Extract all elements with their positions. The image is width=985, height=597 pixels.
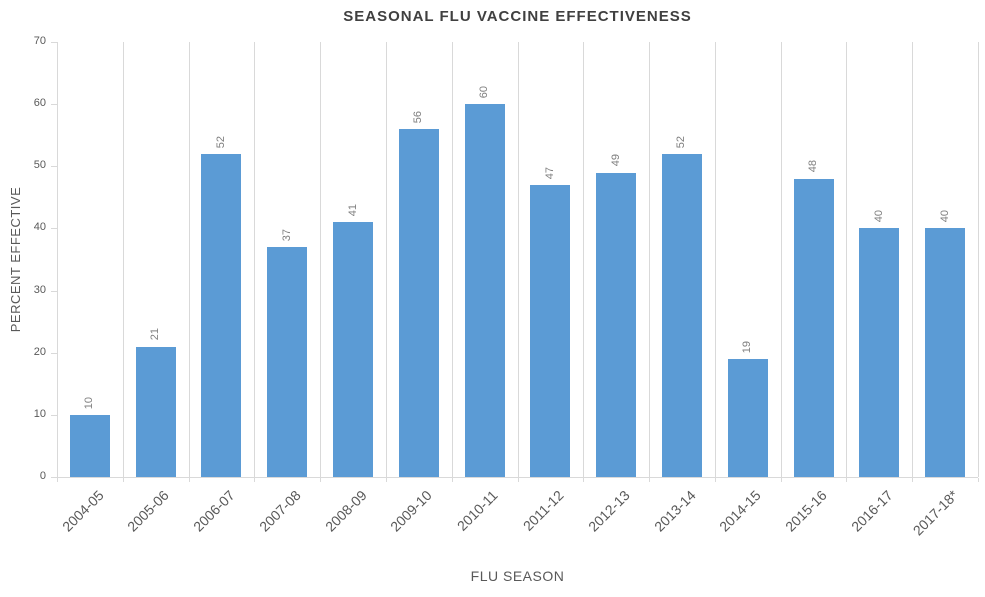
category-gridline (583, 42, 585, 477)
y-axis-tick (51, 414, 57, 416)
bar-value-label: 37 (280, 228, 293, 242)
y-axis-tick (51, 104, 57, 106)
category-gridline (978, 42, 979, 477)
category-gridline (254, 42, 256, 477)
bar-2013-14 (661, 153, 702, 477)
category-gridline (188, 42, 190, 477)
bar-2015-16 (793, 178, 834, 477)
bar-value-label: 10 (83, 396, 96, 409)
category-gridline (912, 42, 914, 477)
y-tick-label: 20 (33, 345, 46, 358)
category-gridline (517, 42, 519, 477)
x-axis-tick (780, 478, 782, 482)
bar-value-label: 48 (807, 160, 820, 173)
bar-2016-17 (859, 228, 900, 477)
x-tick-label-2012-13: 2012-13 (584, 487, 633, 535)
x-tick-label-2004-05: 2004-05 (58, 487, 107, 535)
x-axis-tick (254, 478, 256, 482)
bar-value-label: 40 (872, 210, 885, 223)
x-tick-label-2013-14: 2013-14 (650, 487, 699, 535)
x-axis-tick (714, 478, 716, 482)
y-axis-tick (51, 228, 57, 230)
x-axis-tick (451, 478, 453, 482)
bar-value-label: 52 (675, 135, 688, 148)
x-axis-tick (978, 478, 979, 482)
y-tick-label: 40 (33, 221, 46, 234)
x-tick-label-2006-07: 2006-07 (190, 487, 238, 535)
bar-2007-08 (267, 247, 308, 477)
bar-value-label: 21 (149, 328, 162, 341)
bar-2017-18* (925, 228, 966, 477)
category-gridline (385, 42, 387, 477)
bar-value-label: 49 (609, 154, 622, 167)
bar-value-label: 52 (214, 135, 227, 148)
x-tick-label-2015-16: 2015-16 (782, 487, 830, 535)
x-axis-tick (188, 478, 190, 482)
y-axis-tick (51, 166, 57, 168)
x-axis-tick (517, 478, 519, 482)
x-tick-label-2007-08: 2007-08 (255, 487, 304, 535)
bar-2010-11 (464, 104, 505, 477)
x-tick-label-2005-06: 2005-06 (124, 487, 173, 535)
y-tick-label: 0 (39, 470, 46, 482)
bar-value-label: 19 (741, 340, 754, 353)
x-tick-label-2017-18*: 2017-18* (909, 487, 962, 539)
x-tick-label-2016-17: 2016-17 (847, 487, 896, 535)
chart-title: SEASONAL FLU VACCINE EFFECTIVENESS (343, 8, 692, 25)
category-gridline (320, 42, 322, 477)
x-axis-tick (320, 478, 322, 482)
category-gridline (451, 42, 453, 477)
bar-2006-07 (201, 153, 242, 477)
category-gridline (846, 42, 848, 477)
plot-area: 10 21 52 37 41 56 60 47 49 52 19 48 40 40 (51, 42, 979, 482)
y-tick-label: 30 (33, 283, 46, 296)
y-tick-label: 60 (33, 97, 46, 110)
x-axis-tick (649, 478, 651, 482)
bar-2011-12 (530, 184, 571, 477)
bar-2004-05 (69, 414, 110, 477)
bar-value-label: 47 (543, 166, 556, 179)
y-tick-label: 50 (33, 159, 46, 172)
y-axis-tick (51, 352, 57, 354)
x-tick-label-2009-10: 2009-10 (387, 487, 436, 535)
y-axis-tick (51, 42, 57, 43)
y-axis-tick (51, 290, 57, 292)
x-axis-tick (912, 478, 914, 482)
category-gridline (780, 42, 782, 477)
x-axis-tick (583, 478, 585, 482)
x-axis-tick (122, 478, 124, 482)
x-axis-tick (57, 478, 58, 482)
category-gridline (649, 42, 651, 477)
bar-value-label: 41 (346, 203, 359, 217)
x-tick-label-2011-12: 2011-12 (519, 487, 567, 534)
bar-2005-06 (135, 346, 176, 477)
bar-value-label: 56 (412, 110, 425, 123)
y-tick-label: 10 (33, 407, 46, 420)
x-axis-title: FLU SEASON (470, 568, 565, 584)
bar-2008-09 (333, 222, 374, 477)
category-gridline (122, 42, 124, 477)
x-axis-tick (385, 478, 387, 482)
x-axis-tick (846, 478, 848, 482)
category-gridline (714, 42, 716, 477)
bar-value-label: 60 (478, 85, 491, 99)
y-tick-label: 70 (33, 35, 46, 47)
y-axis-line (57, 42, 58, 477)
bar-2009-10 (398, 129, 439, 477)
y-axis-tick (51, 477, 57, 478)
x-tick-label-2010-11: 2010-11 (454, 487, 501, 534)
bar-value-label: 40 (938, 210, 951, 223)
x-tick-label-2008-09: 2008-09 (321, 487, 370, 535)
x-axis-line (57, 477, 978, 478)
bar-2012-13 (596, 172, 637, 477)
bar-2014-15 (727, 358, 768, 477)
x-tick-label-2014-15: 2014-15 (716, 487, 765, 535)
